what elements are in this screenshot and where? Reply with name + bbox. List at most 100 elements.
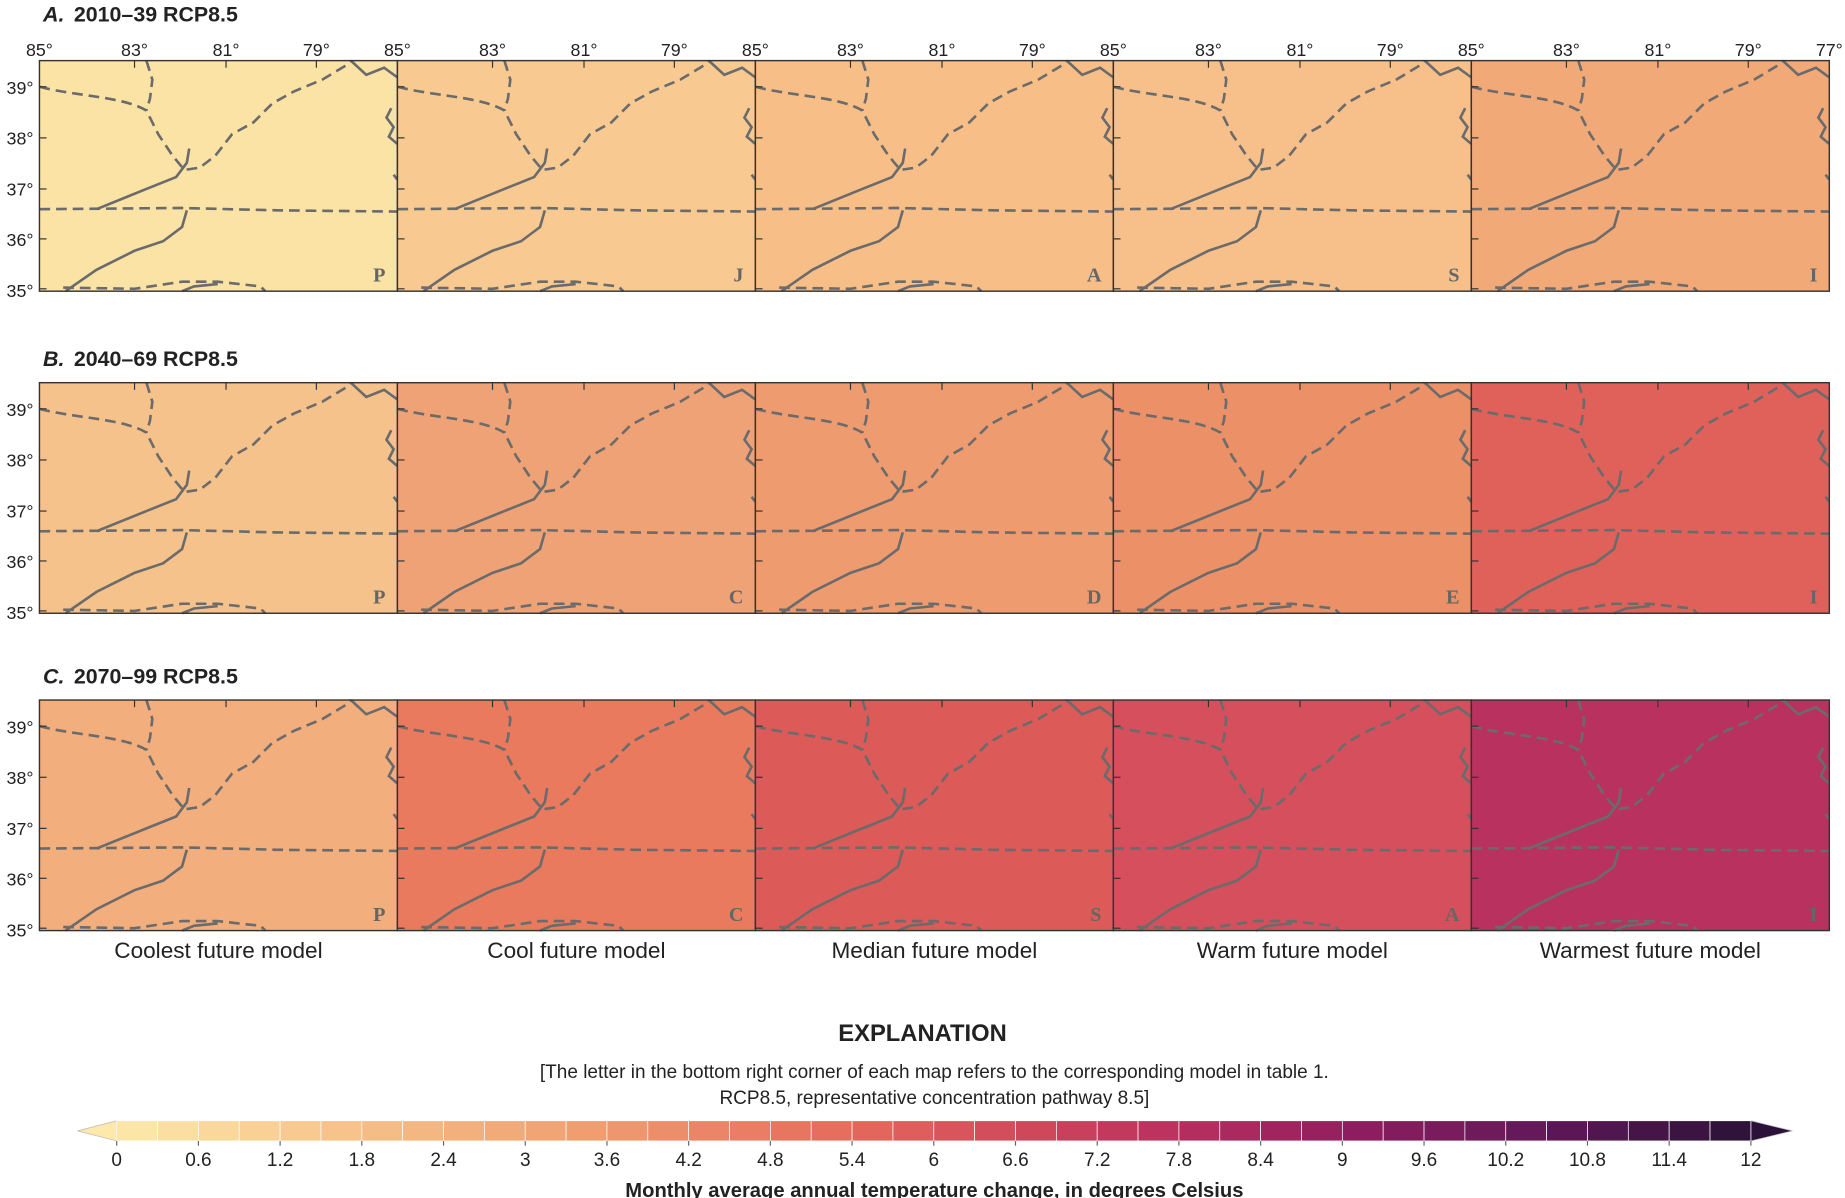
colorbar-bin: [361, 1120, 404, 1142]
longitude-label: 81°: [1286, 40, 1313, 60]
state-boundary: [349, 699, 398, 718]
latitude-label: 36°: [7, 230, 34, 250]
map-fill: [755, 382, 1114, 614]
longitude-label: 79°: [1019, 40, 1046, 60]
colorbar-bin: [443, 1120, 485, 1142]
state-boundary: [742, 746, 757, 785]
colorbar-bin: [320, 1120, 363, 1142]
latitude-label: 36°: [7, 552, 34, 572]
state-boundary: [1138, 210, 1263, 293]
state-boundary: [755, 846, 1114, 853]
state-boundary: [779, 919, 983, 932]
state-boundary: [1065, 699, 1114, 718]
map-panel: C: [396, 381, 757, 615]
state-boundary: [421, 919, 625, 932]
state-boundary: [1466, 173, 1473, 181]
latitude-label: 39°: [7, 717, 34, 737]
state-boundary: [1423, 59, 1472, 79]
state-boundary: [39, 206, 398, 213]
panel-title: B. 2040–69 RCP8.5: [43, 347, 238, 371]
state-boundary: [742, 429, 757, 467]
panel-title-text: 2070–99 RCP8.5: [74, 664, 238, 688]
longitude-label: 81°: [929, 40, 956, 60]
state-boundary: [1613, 604, 1650, 615]
state-boundary: [422, 532, 547, 615]
state-boundary: [181, 922, 218, 932]
state-boundary: [64, 210, 189, 293]
state-boundary: [861, 60, 870, 111]
model-letter: I: [1810, 904, 1818, 926]
panel-title-text: 2010–39 RCP8.5: [74, 2, 238, 26]
state-boundary: [1495, 602, 1699, 615]
longitude-label: 85°: [742, 40, 769, 60]
longitude-label: 83°: [121, 40, 148, 60]
state-boundary: [1108, 496, 1115, 503]
longitude-label: 81°: [571, 40, 598, 60]
state-boundary: [1471, 206, 1830, 213]
colorbar-bin: [1301, 1120, 1343, 1142]
state-boundary: [1781, 59, 1830, 79]
state-boundary: [1113, 846, 1472, 853]
map-panel: D: [754, 381, 1115, 615]
colorbar-tick-label: 7.8: [1166, 1150, 1192, 1171]
state-boundary: [897, 604, 934, 615]
state-boundary: [1527, 470, 1623, 533]
state-boundary: [1219, 699, 1228, 751]
map-fill: [1471, 60, 1830, 292]
longitude-label: 85°: [26, 40, 53, 60]
longitude-label: 85°: [1100, 40, 1127, 60]
latitude-label: 35°: [7, 603, 34, 623]
longitude-label: 83°: [479, 40, 506, 60]
state-boundary: [453, 148, 549, 211]
map-frame: [1470, 699, 1831, 932]
state-boundary: [811, 470, 907, 533]
latitude-label: 38°: [7, 451, 34, 471]
map-panel: A: [1112, 699, 1473, 932]
state-boundary: [750, 496, 757, 503]
model-letter: P: [373, 587, 385, 609]
colorbar-bin: [1260, 1120, 1302, 1142]
model-letter: C: [729, 904, 744, 926]
state-boundary: [384, 429, 399, 467]
colorbar-bin: [198, 1120, 240, 1142]
state-boundary: [1496, 532, 1620, 615]
longitude-label: 79°: [1377, 40, 1404, 60]
state-boundary: [96, 787, 191, 850]
colorbar-bin: [524, 1120, 567, 1142]
latitude-label: 38°: [7, 129, 34, 149]
colorbar-bin: [810, 1120, 853, 1142]
explanation-note: [The letter in the bottom right corner o…: [540, 1062, 1329, 1083]
state-boundary: [811, 148, 907, 211]
longitude-label: 83°: [837, 40, 864, 60]
map-panel: C: [396, 699, 757, 932]
map-fill: [1113, 382, 1472, 614]
latitude-label: 35°: [7, 920, 34, 940]
state-boundary: [397, 528, 756, 535]
state-boundary: [63, 280, 267, 293]
map-frame: [1470, 381, 1831, 614]
state-boundary: [1169, 787, 1265, 850]
map-panel: A: [754, 59, 1115, 293]
colorbar-tick-label: 9: [1337, 1150, 1348, 1171]
latitude-label: 39°: [7, 78, 34, 98]
colorbar-tick-label: 4.2: [675, 1150, 701, 1171]
colorbar-tick-label: 5.4: [839, 1150, 866, 1171]
colorbar-tick-label: 8.4: [1247, 1150, 1274, 1171]
colorbar-bin: [1055, 1120, 1098, 1142]
state-boundary: [1100, 746, 1114, 785]
state-boundary: [707, 699, 756, 718]
map-panel: S: [1112, 59, 1473, 293]
latitude-label: 37°: [7, 819, 34, 839]
state-boundary: [1100, 107, 1114, 145]
state-boundary: [1466, 496, 1473, 503]
colorbar-bin: [1505, 1120, 1547, 1142]
state-boundary: [1496, 210, 1620, 293]
state-boundary: [1781, 381, 1830, 401]
latitude-label: 37°: [7, 179, 34, 199]
colorbar-tick-label: 11.4: [1651, 1150, 1687, 1171]
map-fill: [1471, 382, 1830, 614]
state-boundary: [780, 532, 905, 615]
colorbar-bin: [851, 1120, 894, 1142]
model-letter: S: [1448, 265, 1459, 287]
